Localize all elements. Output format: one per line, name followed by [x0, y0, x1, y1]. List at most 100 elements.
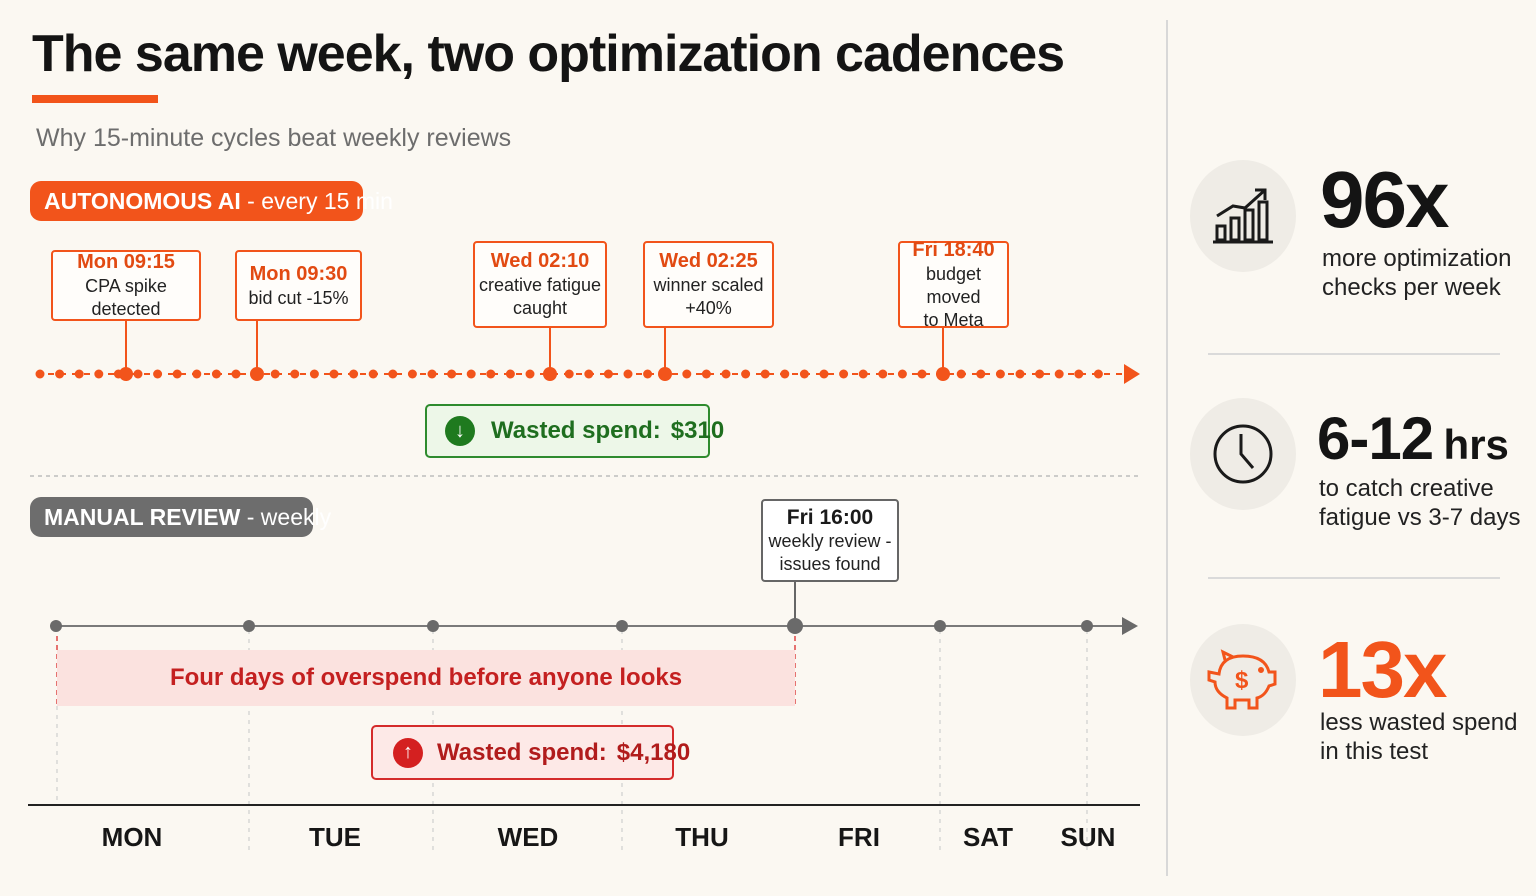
day-label-tue: TUE — [309, 822, 361, 852]
stat-divider — [1208, 353, 1500, 355]
ai-check-dot — [976, 369, 986, 379]
ai-check-dot — [290, 369, 300, 379]
stat-divider — [1208, 577, 1500, 579]
autonomous-ai-label: AUTONOMOUS AI - every 15 min — [30, 181, 393, 221]
ai-check-dot — [897, 369, 907, 379]
stat-description: less wasted spend in this test — [1320, 708, 1517, 766]
ai-check-dot — [309, 369, 319, 379]
manual-event-text: weekly review - — [768, 531, 892, 551]
day-label-fri: FRI — [838, 822, 880, 852]
ai-event-connectors — [125, 321, 944, 373]
manual-event-card: Fri 16:00 weekly review - issues found — [761, 499, 899, 582]
stat-unit: hrs — [1443, 421, 1509, 468]
manual-review-label-strong: MANUAL REVIEW — [44, 503, 241, 530]
stat-description-line: fatigue vs 3-7 days — [1319, 504, 1521, 531]
day-label-mon: MON — [101, 822, 163, 852]
ai-wasted-spend-label: Wasted spend: — [491, 417, 661, 444]
ai-check-dot — [603, 369, 613, 379]
column-divider — [1166, 20, 1168, 876]
ai-event-card: Mon 09:30 bid cut -15% — [235, 250, 362, 321]
autonomous-ai-label-strong: AUTONOMOUS AI — [44, 187, 241, 214]
ai-check-dot — [231, 369, 241, 379]
page-subtitle: Why 15-minute cycles beat weekly reviews — [36, 124, 512, 152]
manual-day-markers — [50, 620, 1093, 632]
ai-event-card: Mon 09:15 CPA spike detected — [51, 250, 201, 321]
page-title: The same week, two optimization cadences — [32, 25, 1065, 83]
svg-text:$: $ — [1235, 667, 1249, 694]
ai-check-dot — [623, 369, 633, 379]
ai-event-time: Wed 02:25 — [659, 250, 758, 272]
ai-check-dot — [839, 369, 849, 379]
ai-event-card: Wed 02:25 winner scaled +40% — [643, 241, 774, 328]
title-underline — [32, 95, 158, 103]
ai-event-text: budget moved — [925, 263, 982, 307]
ai-check-dot — [447, 369, 457, 379]
stat-value-group: 6-12 hrs — [1317, 404, 1509, 474]
ai-check-dot — [917, 369, 927, 379]
ai-check-dot — [682, 369, 692, 379]
manual-wasted-spend-badge: ↑ Wasted spend: $4,180 — [371, 725, 690, 780]
ai-check-dot — [799, 369, 809, 379]
day-label-sun: SUN — [1060, 822, 1116, 852]
ai-event-text: bid cut -15% — [248, 287, 349, 308]
day-label-thu: THU — [675, 822, 729, 852]
ai-check-dot — [956, 369, 966, 379]
overspend-band: Four days of overspend before anyone loo… — [57, 650, 795, 706]
ai-check-dot — [1093, 369, 1103, 379]
ai-check-dot — [466, 369, 476, 379]
ai-check-dot — [407, 369, 417, 379]
ai-check-dot — [878, 369, 888, 379]
stat-icon-circle: $ — [1190, 624, 1296, 736]
ai-event-text: winner scaled — [653, 275, 764, 295]
ai-event-markers — [119, 367, 950, 381]
ai-event-text: to Meta — [923, 309, 984, 330]
ai-event-text: caught — [512, 298, 568, 318]
ai-check-dot — [701, 369, 711, 379]
timeline-graphics — [28, 321, 1140, 855]
ai-check-dot — [133, 369, 143, 379]
ai-check-dot — [505, 369, 515, 379]
ai-check-dot — [1074, 369, 1084, 379]
ai-check-dot — [55, 369, 65, 379]
ai-check-dot — [172, 369, 182, 379]
ai-event-text: CPA spike detected — [85, 276, 167, 319]
ai-check-dot — [427, 369, 437, 379]
stat-description: more optimization checks per week — [1322, 244, 1511, 302]
ai-check-dot — [486, 369, 496, 379]
manual-wasted-spend-value: $4,180 — [616, 738, 691, 766]
ai-check-dot — [388, 369, 398, 379]
manual-review-label: MANUAL REVIEW - weekly — [30, 497, 331, 537]
manual-event-text: issues found — [779, 554, 881, 574]
ai-check-dot — [780, 369, 790, 379]
bar-chart-growth-icon — [1213, 188, 1273, 244]
ai-check-dot — [525, 369, 535, 379]
ai-check-dot — [94, 369, 104, 379]
stat-value: 6-12 — [1317, 405, 1434, 472]
stat-icon-circle — [1190, 398, 1296, 510]
ai-check-dot — [192, 369, 202, 379]
stat-description-line: less wasted spend — [1320, 709, 1518, 736]
ai-check-dot — [35, 369, 45, 379]
ai-check-dot — [741, 369, 751, 379]
stat-description-line: in this test — [1320, 738, 1429, 765]
ai-check-dot — [153, 369, 163, 379]
manual-review-label-rest: - weekly — [240, 503, 332, 530]
ai-wasted-spend-badge: ↓ Wasted spend: $310 — [425, 404, 724, 458]
manual-timeline-arrow — [1122, 617, 1138, 635]
stat-description: to catch creative fatigue vs 3-7 days — [1319, 474, 1520, 532]
ai-check-dot — [721, 369, 731, 379]
ai-event-time: Mon 09:30 — [249, 262, 348, 285]
ai-event-card: Fri 18:40 budget moved to Meta — [898, 239, 1009, 330]
ai-check-dot — [643, 369, 653, 379]
stat-description-line: checks per week — [1322, 274, 1501, 301]
ai-check-dot — [760, 369, 770, 379]
ai-check-dot — [564, 369, 574, 379]
ai-check-dot — [349, 369, 359, 379]
ai-check-dot — [329, 369, 339, 379]
ai-event-text: +40% — [685, 298, 732, 318]
day-label-sat: SAT — [962, 822, 1014, 852]
ai-event-time: Wed 02:10 — [490, 250, 590, 272]
ai-wasted-spend-value: $310 — [670, 417, 725, 444]
ai-check-dot — [74, 369, 84, 379]
arrow-up-circle-icon: ↑ — [393, 737, 423, 768]
